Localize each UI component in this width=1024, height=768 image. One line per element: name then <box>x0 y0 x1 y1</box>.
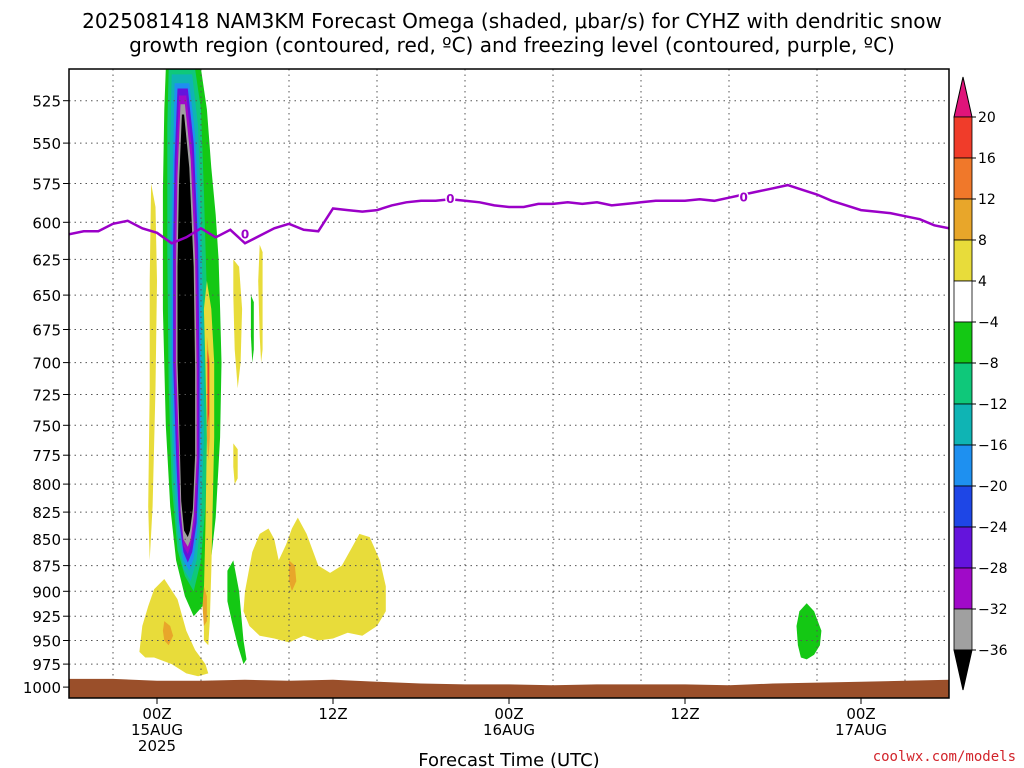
omega-region-red-strip-right-core <box>207 349 210 426</box>
y-tick-label: 550 <box>32 135 61 153</box>
y-tick-label: 625 <box>32 251 61 269</box>
colorbar-label: 8 <box>978 233 987 249</box>
colorbar-label: −20 <box>978 479 1008 495</box>
colorbar-label: −24 <box>978 520 1008 536</box>
y-tick-label: 675 <box>32 322 61 340</box>
y-tick-label: 1000 <box>23 679 61 697</box>
colorbar-bin <box>953 362 973 405</box>
colorbar-bin <box>953 239 973 282</box>
omega-region-orange-spot-lowleft <box>162 621 174 646</box>
freezing-level-label: 0 <box>446 192 454 206</box>
y-tick-label: 925 <box>32 608 61 626</box>
y-tick-label: 900 <box>32 583 61 601</box>
y-tick-label: 875 <box>32 558 61 576</box>
colorbar-label: −16 <box>978 438 1008 454</box>
colorbar-bin <box>953 526 973 569</box>
x-tick-date: 16AUG <box>483 721 535 739</box>
colorbar-label: 12 <box>978 192 996 208</box>
y-tick-label: 800 <box>32 476 61 494</box>
omega-region-green-blob-right <box>796 603 822 660</box>
y-tick-label: 575 <box>32 176 61 194</box>
y-tick-label: 950 <box>32 633 61 651</box>
y-tick-label: 825 <box>32 504 61 522</box>
chart-title-line-2: growth region (contoured, red, ºC) and f… <box>129 33 895 57</box>
y-tick-label: 750 <box>32 417 61 435</box>
omega-region-black-core <box>177 114 196 538</box>
colorbar-label: −36 <box>978 643 1008 659</box>
omega-region-yellow-mass-low <box>243 517 386 643</box>
colorbar-bin <box>953 608 973 651</box>
omega-shading <box>139 69 822 677</box>
x-tick-label: 12Z <box>318 705 347 723</box>
omega-region-orange-spot-low-core <box>202 586 207 626</box>
omega-region-yellow-small-1 <box>233 259 243 389</box>
omega-region-yellow-blob-lowleft <box>139 579 209 677</box>
colorbar-bin <box>953 116 973 159</box>
colorbar-bin <box>953 157 973 200</box>
freezing-level-label: 0 <box>241 227 249 241</box>
x-tick-label: 00Z <box>494 705 523 723</box>
freezing-level-line <box>69 183 949 245</box>
y-tick-label: 525 <box>32 93 61 111</box>
colorbar-arrow-top <box>953 76 973 118</box>
x-tick-year: 2025 <box>138 737 176 755</box>
x-tick-date: 17AUG <box>835 721 887 739</box>
colorbar-label: 4 <box>978 274 987 290</box>
colorbar-label: −8 <box>978 356 999 372</box>
omega-region-green-small-1 <box>227 560 247 665</box>
x-axis-label: Forecast Time (UTC) <box>418 750 599 768</box>
colorbar-label: 16 <box>978 151 996 167</box>
omega-region-yellow-strip-right-core <box>203 281 215 646</box>
y-axis: 525 550 575 600 625 650 675 700 725 750 775 800 825 8… <box>23 93 69 697</box>
colorbar-label: −32 <box>978 602 1008 618</box>
colorbar-bin <box>953 280 973 323</box>
y-tick-label: 600 <box>32 214 61 232</box>
colorbar-bin <box>953 444 973 487</box>
colorbar-label: −28 <box>978 561 1008 577</box>
freezing-level: 0 0 0 <box>69 183 949 245</box>
y-tick-label: 725 <box>32 387 61 405</box>
x-tick-label: 00Z <box>846 705 875 723</box>
colorbar: 20 16 12 8 4 −4 −8 −12 −16 −20 −24 −28 −32 −36 <box>953 76 1008 691</box>
colorbar-bin <box>953 485 973 528</box>
y-tick-label: 700 <box>32 355 61 373</box>
x-tick-label: 12Z <box>670 705 699 723</box>
omega-region-yellow-small-2 <box>258 244 263 363</box>
credit-link[interactable]: coolwx.com/models <box>873 749 1016 765</box>
ground <box>69 678 949 698</box>
colorbar-arrow-bottom <box>953 649 973 691</box>
y-tick-label: 850 <box>32 531 61 549</box>
y-tick-label: 775 <box>32 447 61 465</box>
freezing-level-label: 0 <box>740 191 748 205</box>
colorbar-bin <box>953 567 973 610</box>
omega-region-green-small-2 <box>250 295 254 363</box>
grid <box>69 69 949 698</box>
omega-region-yellow-small-3 <box>233 443 238 485</box>
colorbar-bin <box>953 198 973 241</box>
colorbar-label: −4 <box>978 315 999 331</box>
colorbar-label: −12 <box>978 397 1008 413</box>
colorbar-label: 20 <box>978 110 996 126</box>
ground-fill <box>69 678 949 698</box>
omega-region-yellow-strip-left <box>148 183 157 561</box>
x-tick-label: 00Z <box>142 705 171 723</box>
y-tick-label: 975 <box>32 656 61 674</box>
chart-title-line-1: 2025081418 NAM3KM Forecast Omega (shaded… <box>82 9 942 33</box>
colorbar-bin <box>953 403 973 446</box>
y-tick-label: 650 <box>32 287 61 305</box>
omega-region-orange-spot-mass <box>289 560 297 592</box>
colorbar-bin <box>953 321 973 364</box>
x-tick-date: 15AUG <box>131 721 183 739</box>
